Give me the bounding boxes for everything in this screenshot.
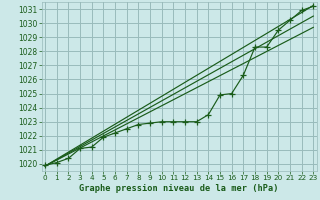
X-axis label: Graphe pression niveau de la mer (hPa): Graphe pression niveau de la mer (hPa) <box>79 184 279 193</box>
